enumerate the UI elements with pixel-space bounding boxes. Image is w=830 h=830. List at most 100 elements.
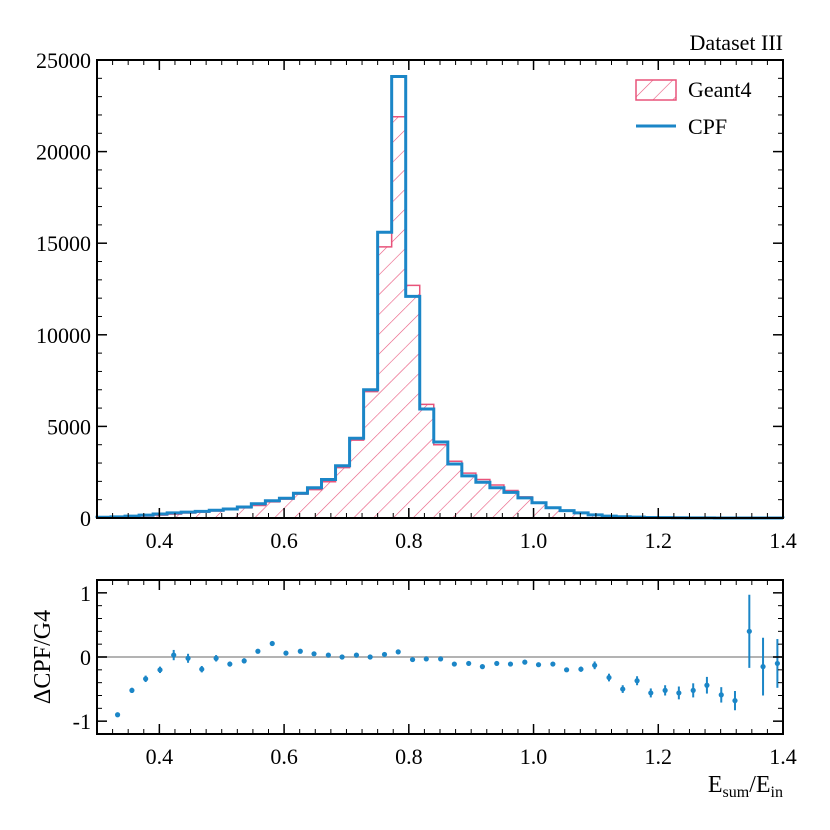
main-ticks: 0.4 0.6 0.8 1.0 1.2 1.4 0 5000 10000 15000 20000 25… — [36, 48, 797, 553]
ratio-point-0 — [114, 712, 121, 718]
geant4-bin-21 — [391, 116, 406, 519]
geant4-bin-19 — [363, 391, 378, 518]
ratio-points — [114, 594, 780, 718]
geant4-bin-30 — [517, 496, 532, 518]
geant4-bin-9 — [223, 509, 238, 518]
geant4-bin-17 — [335, 467, 350, 518]
geant4-bin-33 — [560, 511, 575, 518]
ratio-point-43 — [718, 692, 724, 698]
geant4-bin-28 — [489, 485, 504, 518]
ratio-xtick-label-1: 0.6 — [270, 744, 298, 769]
ratio-point-30 — [535, 662, 542, 668]
ratio-xtick-label-2: 0.8 — [395, 744, 423, 769]
ratio-point-19 — [381, 651, 388, 658]
ratio-point-40 — [676, 690, 682, 696]
geant4-bin-24 — [433, 444, 448, 518]
ratio-xtick-label-0: 0.4 — [146, 744, 174, 769]
geant4-bin-27 — [475, 479, 490, 518]
ratio-panel: 0.4 0.6 0.8 1.0 1.2 1.4 -1 0 1 ΔCPF/G4 Esum/Ein — [30, 579, 797, 801]
ratio-point-20 — [395, 649, 401, 655]
ratio-point-42 — [704, 682, 710, 688]
geant4-bin-13 — [279, 499, 294, 518]
ratio-ytick-label-0: -1 — [73, 709, 91, 734]
ratio-point-46 — [760, 664, 766, 670]
main-ytick-label-0: 0 — [80, 506, 91, 531]
ratio-xtick-label-4: 1.2 — [645, 744, 673, 769]
main-xtick-label-1: 0.6 — [270, 528, 298, 553]
ratio-point-7 — [213, 655, 219, 661]
geant4-bin-23 — [419, 404, 434, 518]
ratio-point-5 — [185, 655, 191, 661]
geant4-bin-26 — [461, 473, 476, 518]
ratio-point-11 — [269, 640, 275, 647]
geant4-bin-35 — [588, 515, 603, 518]
ratio-xtick-label-3: 1.0 — [520, 744, 548, 769]
ratio-point-22 — [423, 656, 429, 662]
ratio-point-21 — [409, 656, 416, 663]
main-xtick-label-5: 1.4 — [769, 528, 797, 553]
geant4-bin-8 — [209, 511, 224, 518]
main-title: Dataset III — [690, 30, 783, 55]
ratio-point-2 — [143, 676, 149, 682]
legend-geant4-label: Geant4 — [688, 77, 752, 102]
geant4-bin-7 — [195, 512, 210, 518]
ratio-point-8 — [227, 661, 233, 667]
ratio-point-3 — [157, 667, 163, 673]
ratio-point-28 — [507, 661, 514, 667]
ratio-xlabel: Esum/Ein — [708, 772, 783, 801]
ratio-point-29 — [522, 659, 528, 665]
ratio-point-36 — [620, 686, 626, 692]
ratio-point-15 — [325, 652, 331, 658]
ratio-point-37 — [634, 678, 640, 684]
ratio-point-26 — [479, 664, 486, 670]
geant4-bin-6 — [181, 513, 196, 518]
ratio-point-31 — [550, 661, 556, 667]
ratio-point-45 — [746, 628, 752, 634]
ratio-point-27 — [494, 660, 500, 667]
main-ytick-label-4: 20000 — [36, 140, 91, 165]
ratio-point-13 — [297, 648, 303, 654]
ratio-point-34 — [592, 662, 598, 668]
ratio-point-44 — [732, 698, 738, 704]
ratio-point-14 — [311, 651, 317, 657]
main-panel: Dataset III 0.4 0.6 0.8 1.0 1.2 1.4 0 5000 10000… — [36, 30, 797, 553]
geant4-bin-31 — [531, 502, 547, 518]
geant4-bin-4 — [153, 515, 168, 518]
ratio-xtick-label-5: 1.4 — [769, 744, 797, 769]
ratio-point-17 — [353, 652, 360, 658]
geant4-bin-32 — [546, 507, 561, 518]
ratio-point-10 — [255, 648, 261, 654]
ratio-ticks: 0.4 0.6 0.8 1.0 1.2 1.4 -1 0 1 — [73, 580, 797, 769]
main-xtick-label-2: 0.8 — [395, 528, 423, 553]
ratio-point-24 — [451, 661, 457, 667]
geant4-bin-11 — [251, 505, 266, 518]
ratio-point-41 — [690, 687, 696, 693]
legend-cpf-label: CPF — [688, 114, 727, 139]
ratio-point-47 — [774, 660, 780, 667]
ratio-point-16 — [339, 654, 345, 660]
geant4-bin-25 — [447, 461, 462, 518]
ratio-point-6 — [199, 666, 205, 672]
geant4-bin-16 — [321, 481, 336, 518]
ratio-point-39 — [662, 687, 668, 693]
ratio-plot-area — [97, 594, 783, 718]
ratio-point-32 — [563, 667, 570, 673]
ratio-point-1 — [129, 687, 135, 693]
main-ytick-label-5: 25000 — [36, 48, 91, 73]
ratio-ytick-label-1: 0 — [80, 645, 91, 670]
geant4-bin-29 — [503, 490, 518, 518]
main-xtick-label-3: 1.0 — [520, 528, 548, 553]
ratio-point-12 — [283, 650, 289, 656]
geant4-bin-15 — [307, 489, 322, 518]
ratio-point-4 — [171, 652, 177, 658]
main-ytick-label-3: 15000 — [36, 231, 91, 256]
ratio-ytick-label-2: 1 — [80, 581, 91, 606]
main-ytick-label-1: 5000 — [47, 414, 91, 439]
geant4-bin-20 — [377, 246, 392, 518]
ratio-point-23 — [438, 656, 444, 662]
main-ytick-label-2: 10000 — [36, 323, 91, 348]
ratio-point-9 — [241, 658, 247, 664]
geant4-bin-10 — [237, 507, 252, 518]
geant4-bin-5 — [167, 514, 182, 518]
